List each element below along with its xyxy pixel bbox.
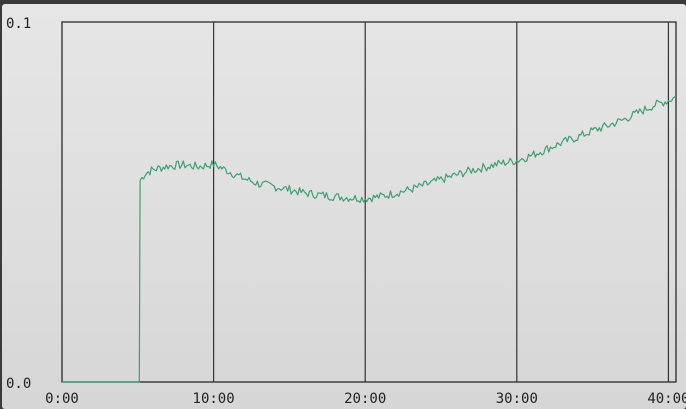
x-tick-label: 40:00 (647, 391, 686, 407)
y-tick-label-bottom: 0.0 (6, 376, 31, 392)
x-tick-labels: 0:00 10:00 20:00 30:00 40:00 (45, 391, 686, 407)
x-tick-label: 10:00 (193, 391, 235, 407)
x-tick-label: 30:00 (496, 391, 538, 407)
y-tick-label-top: 0.1 (6, 16, 31, 32)
x-tick-label: 20:00 (344, 391, 386, 407)
vertical-gridlines (213, 22, 670, 382)
x-tick-label: 0:00 (45, 391, 79, 407)
series-layer (62, 96, 677, 383)
plot-frame (61, 21, 677, 383)
series-line-0 (62, 96, 677, 383)
monitor-screen (2, 4, 686, 409)
y-tick-labels: 0.1 0.0 (6, 16, 31, 392)
